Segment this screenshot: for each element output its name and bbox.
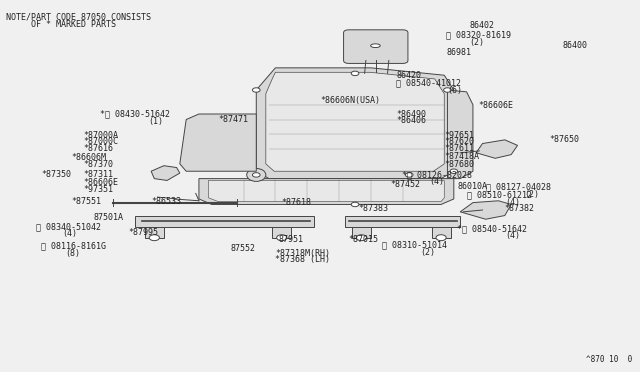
Text: *Ⓑ 08126-82028: *Ⓑ 08126-82028 [401, 170, 472, 179]
Circle shape [356, 235, 367, 241]
Polygon shape [266, 72, 444, 171]
Text: Ⓑ 08116-8161G: Ⓑ 08116-8161G [41, 241, 106, 250]
Text: *87000C: *87000C [83, 137, 118, 146]
Polygon shape [460, 201, 511, 219]
Text: *87383: *87383 [358, 203, 388, 213]
Text: (2): (2) [470, 38, 484, 47]
Text: (4): (4) [62, 229, 77, 238]
Text: *86606N(USA): *86606N(USA) [320, 96, 380, 105]
Polygon shape [135, 215, 314, 227]
Text: Ⓑ 08127-04028: Ⓑ 08127-04028 [486, 182, 550, 191]
Text: *86606E: *86606E [478, 101, 513, 110]
Text: *Ⓢ 08430-51642: *Ⓢ 08430-51642 [100, 109, 170, 119]
Text: OF * MARKED PARTS: OF * MARKED PARTS [6, 20, 116, 29]
Text: *87995: *87995 [129, 228, 159, 237]
Polygon shape [256, 68, 454, 179]
Circle shape [405, 173, 413, 177]
Text: NOTE/PART CODE 87050 CONSISTS: NOTE/PART CODE 87050 CONSISTS [6, 13, 152, 22]
Text: Ⓢ 08340-51042: Ⓢ 08340-51042 [36, 222, 101, 231]
Text: (1): (1) [148, 117, 163, 126]
Text: *87000A: *87000A [83, 131, 118, 140]
Circle shape [351, 71, 359, 76]
Text: *86533: *86533 [151, 197, 181, 206]
Text: *87368 (LH): *87368 (LH) [275, 255, 330, 264]
Text: 87552: 87552 [231, 244, 256, 253]
Text: 86420: 86420 [396, 71, 422, 80]
Text: *Ⓢ 08540-51642: *Ⓢ 08540-51642 [457, 224, 527, 233]
Text: *87680: *87680 [444, 160, 474, 169]
Polygon shape [447, 90, 473, 179]
Text: *87318M(RH): *87318M(RH) [275, 249, 330, 258]
Polygon shape [180, 114, 256, 171]
Text: *86606E: *86606E [83, 178, 118, 187]
Text: 86010A: 86010A [457, 182, 487, 191]
Text: Ⓢ 08540-41012: Ⓢ 08540-41012 [396, 79, 461, 88]
Text: *87382: *87382 [505, 204, 535, 214]
Text: *87611: *87611 [444, 144, 474, 153]
Text: 86981: 86981 [446, 48, 471, 57]
Polygon shape [145, 227, 164, 238]
Text: *86606M: *86606M [72, 153, 106, 162]
Polygon shape [209, 180, 444, 202]
Polygon shape [431, 227, 451, 238]
Text: *87616: *87616 [83, 144, 113, 153]
Text: *87370: *87370 [83, 160, 113, 169]
Text: Ⓢ 08310-51014: Ⓢ 08310-51014 [383, 241, 447, 250]
Polygon shape [272, 227, 291, 238]
Text: *87418A: *87418A [444, 152, 479, 161]
Circle shape [351, 202, 359, 207]
Text: 86402: 86402 [470, 21, 495, 30]
Text: Ⓢ 08320-81619: Ⓢ 08320-81619 [446, 31, 511, 40]
Text: *87311: *87311 [83, 170, 113, 179]
Text: (2): (2) [524, 190, 539, 199]
Circle shape [450, 169, 458, 173]
Text: (4): (4) [429, 177, 445, 186]
Text: (4): (4) [505, 231, 520, 240]
Polygon shape [476, 140, 518, 158]
Circle shape [436, 235, 446, 241]
Text: (4): (4) [505, 198, 520, 207]
Circle shape [252, 173, 260, 177]
Circle shape [252, 88, 260, 92]
Polygon shape [199, 179, 454, 205]
Polygon shape [352, 227, 371, 238]
Text: *87620: *87620 [444, 137, 474, 146]
Text: ^870 10  0: ^870 10 0 [586, 355, 632, 364]
Text: *87452: *87452 [390, 180, 420, 189]
Text: *87551: *87551 [72, 197, 102, 206]
Text: 87951: 87951 [278, 235, 303, 244]
Circle shape [149, 235, 159, 241]
Text: *87618: *87618 [282, 198, 312, 207]
Text: *87650: *87650 [549, 135, 579, 144]
Text: *97651: *97651 [444, 131, 474, 140]
Text: *86490: *86490 [396, 109, 426, 119]
Circle shape [444, 88, 451, 92]
Circle shape [276, 235, 287, 241]
Text: *97351: *97351 [83, 185, 113, 194]
Ellipse shape [371, 44, 380, 48]
Polygon shape [151, 166, 180, 180]
Text: *86406: *86406 [396, 116, 426, 125]
Polygon shape [346, 215, 460, 227]
Text: *87015: *87015 [349, 235, 379, 244]
Text: 86400: 86400 [562, 41, 587, 50]
Text: Ⓢ 08510-61212: Ⓢ 08510-61212 [467, 191, 532, 200]
FancyBboxPatch shape [344, 30, 408, 63]
Text: (8): (8) [65, 249, 80, 258]
Text: (2): (2) [420, 248, 436, 257]
Text: *87471: *87471 [218, 115, 248, 124]
Text: *87350: *87350 [41, 170, 71, 179]
Text: 87501A: 87501A [94, 213, 124, 222]
Ellipse shape [246, 169, 266, 182]
Text: (6): (6) [447, 86, 463, 95]
